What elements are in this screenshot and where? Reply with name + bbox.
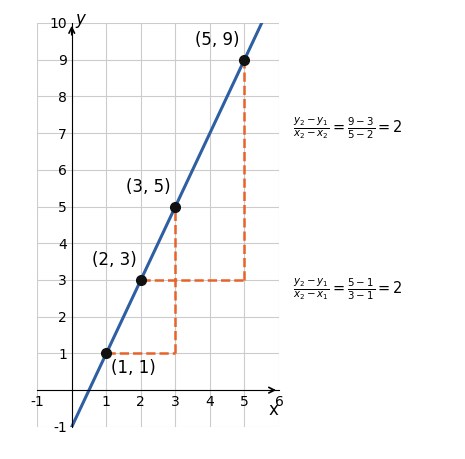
Text: (3, 5): (3, 5) <box>126 178 170 196</box>
Text: (2, 3): (2, 3) <box>92 251 137 269</box>
Text: y: y <box>75 10 85 28</box>
Text: $\frac{y_2 - y_1}{x_2 - x_2} = \frac{9-3}{5-2} = 2$: $\frac{y_2 - y_1}{x_2 - x_2} = \frac{9-3… <box>293 116 403 141</box>
Text: (5, 9): (5, 9) <box>195 31 239 49</box>
Text: x: x <box>269 401 279 420</box>
Text: $\frac{y_2 - y_1}{x_2 - x_1} = \frac{5-1}{3-1} = 2$: $\frac{y_2 - y_1}{x_2 - x_1} = \frac{5-1… <box>293 276 403 302</box>
Text: (1, 1): (1, 1) <box>112 359 156 377</box>
